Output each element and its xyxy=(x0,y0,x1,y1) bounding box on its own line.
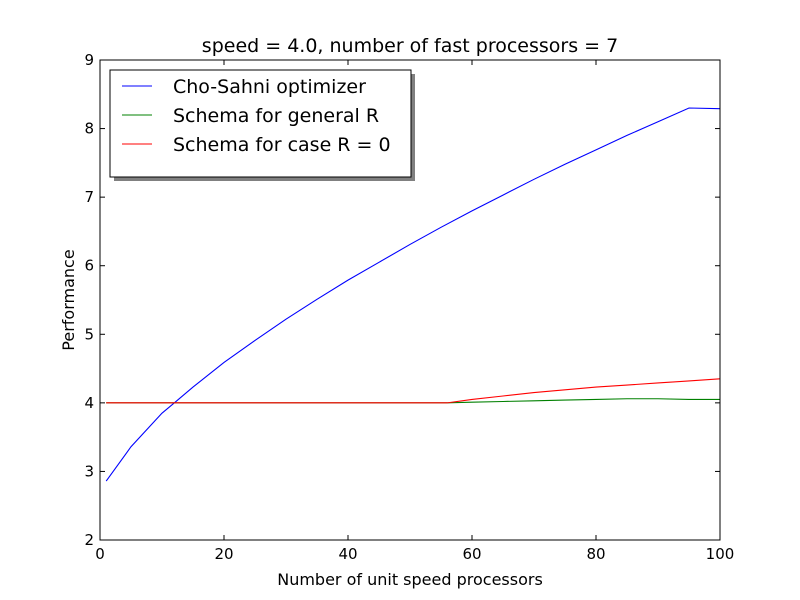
y-tick-label: 4 xyxy=(84,394,94,412)
y-axis-label: Performance xyxy=(59,249,78,350)
legend-label-1: Cho-Sahni optimizer xyxy=(173,76,366,98)
legend-label-3: Schema for case R = 0 xyxy=(173,134,391,156)
x-axis-label: Number of unit speed processors xyxy=(277,570,543,589)
y-tick-label: 6 xyxy=(84,257,94,275)
legend-label-2: Schema for general R xyxy=(173,105,379,127)
series-line-3 xyxy=(106,378,721,404)
y-tick-label: 3 xyxy=(84,462,94,480)
chart-title: speed = 4.0, number of fast processors =… xyxy=(202,35,618,57)
x-tick-label: 80 xyxy=(586,545,605,563)
x-tick-label: 0 xyxy=(95,545,105,563)
y-tick-label: 2 xyxy=(84,531,94,549)
y-tick-label: 8 xyxy=(84,120,94,138)
x-tick-label: 60 xyxy=(462,545,481,563)
x-tick-label: 40 xyxy=(338,545,357,563)
y-tick-label: 5 xyxy=(84,325,94,343)
x-tick-label: 20 xyxy=(214,545,233,563)
y-tick-label: 7 xyxy=(84,188,94,206)
y-tick-label: 9 xyxy=(84,51,94,69)
legend-box xyxy=(109,69,412,178)
plot-frame xyxy=(99,59,721,541)
x-tick-label: 100 xyxy=(706,545,735,563)
series-layer xyxy=(105,107,721,482)
ticks-layer: 0 20 40 60 80 100 2 3 4 5 6 7 8 9 xyxy=(84,51,734,563)
legend: Cho-Sahni optimizer Schema for general R S… xyxy=(109,69,415,181)
series-line-1 xyxy=(105,107,721,482)
